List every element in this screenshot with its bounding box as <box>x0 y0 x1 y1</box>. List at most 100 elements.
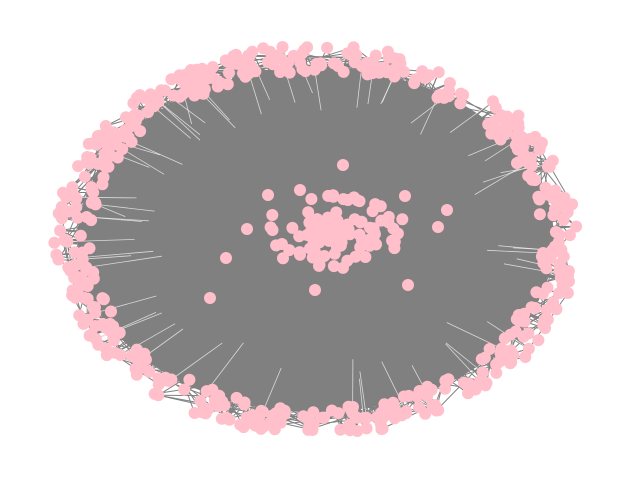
node <box>152 389 165 402</box>
edge-gap <box>487 249 544 254</box>
node <box>185 64 198 77</box>
edge <box>105 224 335 329</box>
node <box>555 243 568 256</box>
node <box>490 366 503 379</box>
node <box>113 326 126 339</box>
node <box>71 287 84 299</box>
node <box>325 404 338 417</box>
node <box>454 97 467 110</box>
edge <box>109 79 202 331</box>
edge <box>375 55 389 223</box>
edge <box>284 253 336 411</box>
edge <box>374 232 560 236</box>
edge-gap <box>86 255 162 268</box>
edge <box>318 94 464 243</box>
edge <box>179 74 375 234</box>
edge <box>413 82 525 314</box>
edge <box>90 157 367 429</box>
node <box>85 181 98 194</box>
edge <box>218 226 439 397</box>
node <box>188 407 201 419</box>
edge <box>330 107 497 232</box>
node <box>54 224 67 237</box>
node <box>81 313 94 326</box>
edge-gap <box>158 101 201 136</box>
node <box>100 158 113 171</box>
edge <box>204 88 461 104</box>
edge <box>339 124 513 235</box>
edge-gap <box>500 164 550 174</box>
edge <box>251 124 489 424</box>
node <box>522 327 535 340</box>
node <box>178 383 191 396</box>
edge-gap <box>359 378 364 419</box>
node <box>111 151 124 164</box>
node <box>443 77 456 89</box>
edge <box>91 202 383 430</box>
node <box>482 118 495 131</box>
node <box>549 184 562 197</box>
edge-gap <box>95 204 155 212</box>
node <box>342 400 355 413</box>
node <box>95 132 108 144</box>
node <box>220 252 232 264</box>
edge <box>96 144 103 299</box>
node <box>386 234 399 247</box>
node <box>387 222 400 235</box>
edge <box>103 153 185 390</box>
node <box>360 422 373 435</box>
node <box>351 411 364 424</box>
edge <box>201 79 503 137</box>
node <box>245 60 258 73</box>
edge-gap <box>445 342 484 373</box>
node <box>270 49 282 62</box>
node <box>155 84 168 97</box>
node <box>327 189 340 202</box>
edge <box>404 195 420 408</box>
edge <box>502 135 520 322</box>
edge <box>337 65 439 228</box>
node <box>302 206 315 219</box>
node <box>341 254 354 267</box>
node <box>173 90 186 103</box>
node <box>99 120 112 132</box>
node <box>97 293 110 306</box>
edge <box>347 72 388 201</box>
node <box>221 412 234 425</box>
node <box>344 424 356 437</box>
node <box>361 68 374 81</box>
node <box>204 292 216 304</box>
edge <box>331 256 543 411</box>
node <box>532 190 545 203</box>
edge <box>275 55 544 264</box>
node <box>132 109 145 122</box>
node <box>483 343 496 355</box>
edge-gap <box>381 361 407 412</box>
edge-gap <box>314 69 322 111</box>
edge <box>319 264 476 390</box>
node <box>393 63 406 76</box>
node <box>85 196 98 209</box>
edge <box>75 88 195 266</box>
edge <box>74 264 490 350</box>
edge <box>136 97 220 396</box>
node <box>536 287 549 300</box>
node <box>529 134 542 147</box>
node <box>505 356 518 369</box>
node <box>359 251 372 263</box>
node <box>59 233 72 246</box>
node <box>454 87 467 100</box>
node <box>353 228 366 241</box>
node <box>543 158 556 171</box>
node <box>262 189 274 201</box>
node <box>429 399 442 411</box>
edge <box>143 297 211 355</box>
node <box>78 170 91 183</box>
edge <box>109 323 439 411</box>
node <box>298 44 311 57</box>
node <box>130 343 143 356</box>
edge <box>298 53 348 237</box>
edge-gap <box>262 367 282 412</box>
node <box>562 269 574 282</box>
node <box>504 344 517 357</box>
